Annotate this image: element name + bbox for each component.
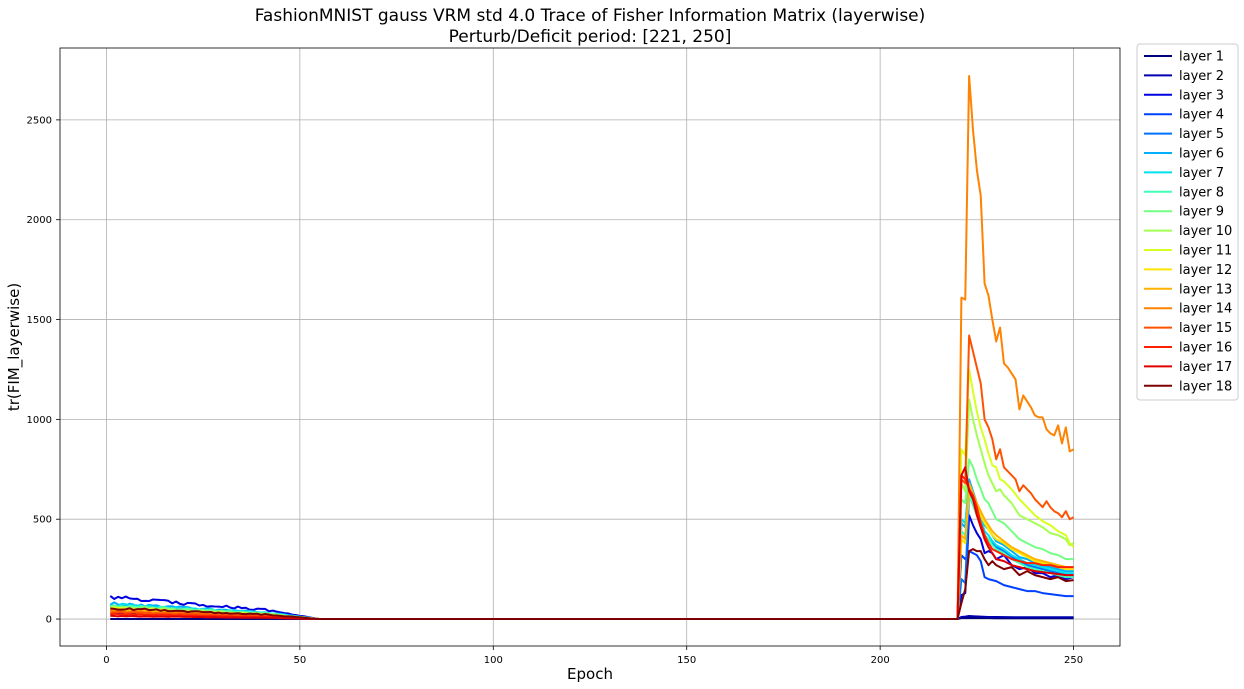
series-line-layer-5 xyxy=(109,492,1074,621)
x-tick-label: 200 xyxy=(871,655,890,666)
legend-label: layer 7 xyxy=(1179,166,1224,181)
series-line-layer-18 xyxy=(110,548,1074,621)
series-line-layer-10 xyxy=(110,398,1075,621)
series-line-layer-7 xyxy=(110,482,1074,621)
legend-label: layer 1 xyxy=(1179,50,1224,65)
legend-label: layer 2 xyxy=(1179,69,1224,84)
series-line-layer-17 xyxy=(110,466,1074,621)
legend-label: layer 13 xyxy=(1179,282,1232,297)
y-axis-ticks: 0 500 1000 1500 2000 2500 xyxy=(27,115,60,626)
legend-label: layer 9 xyxy=(1179,205,1224,220)
series-line-layer-3 xyxy=(109,514,1074,621)
series-line-layer-6 xyxy=(109,478,1074,621)
x-tick-label: 100 xyxy=(484,655,503,666)
series-line-layer-14 xyxy=(109,74,1075,621)
legend-label: layer 8 xyxy=(1179,185,1224,200)
legend-label: layer 15 xyxy=(1179,321,1232,336)
legend-label: layer 16 xyxy=(1179,341,1232,356)
x-tick-label: 250 xyxy=(1064,655,1083,666)
y-tick-label: 2000 xyxy=(27,215,52,226)
plot-area: 0 50 100 150 200 250 0 500 1000 1500 2000 2500 xyxy=(27,47,1121,666)
x-tick-label: 150 xyxy=(677,655,696,666)
y-axis-label: tr(FIM_layerwise) xyxy=(5,283,24,411)
legend-label: layer 3 xyxy=(1179,88,1224,103)
x-axis-ticks: 0 50 100 150 200 250 xyxy=(103,646,1083,666)
legend-label: layer 4 xyxy=(1179,108,1224,123)
series-lines xyxy=(109,74,1075,621)
legend-label: layer 5 xyxy=(1179,127,1224,142)
y-tick-label: 2500 xyxy=(27,115,52,126)
plot-frame xyxy=(59,47,1121,647)
series-line-layer-9 xyxy=(109,458,1074,621)
y-tick-label: 1000 xyxy=(27,415,52,426)
y-tick-label: 500 xyxy=(33,515,52,526)
chart-title: FashionMNIST gauss VRM std 4.0 Trace of … xyxy=(255,6,926,26)
y-tick-label: 0 xyxy=(46,615,52,626)
x-axis-label: Epoch xyxy=(567,665,613,683)
legend: layer 1 layer 2 layer 3 layer 4 layer 5 layer… xyxy=(1136,43,1239,401)
series-line-layer-8 xyxy=(109,494,1074,621)
series-line-layer-13 xyxy=(110,482,1074,621)
series-line-layer-11 xyxy=(109,368,1075,621)
chart-subtitle: Perturb/Deficit period: [221, 250] xyxy=(449,27,732,47)
x-tick-label: 0 xyxy=(103,655,109,666)
series-line-layer-12 xyxy=(110,488,1074,621)
legend-label: layer 6 xyxy=(1179,147,1224,162)
y-tick-label: 1500 xyxy=(27,315,52,326)
series-line-layer-15 xyxy=(110,334,1075,621)
x-tick-label: 50 xyxy=(293,655,306,666)
series-line-layer-16 xyxy=(110,474,1074,621)
legend-label: layer 10 xyxy=(1179,224,1232,239)
legend-label: layer 12 xyxy=(1179,263,1232,278)
legend-label: layer 11 xyxy=(1179,244,1232,259)
legend-label: layer 17 xyxy=(1179,360,1232,375)
legend-label: layer 18 xyxy=(1179,379,1232,394)
legend-label: layer 14 xyxy=(1179,302,1232,317)
